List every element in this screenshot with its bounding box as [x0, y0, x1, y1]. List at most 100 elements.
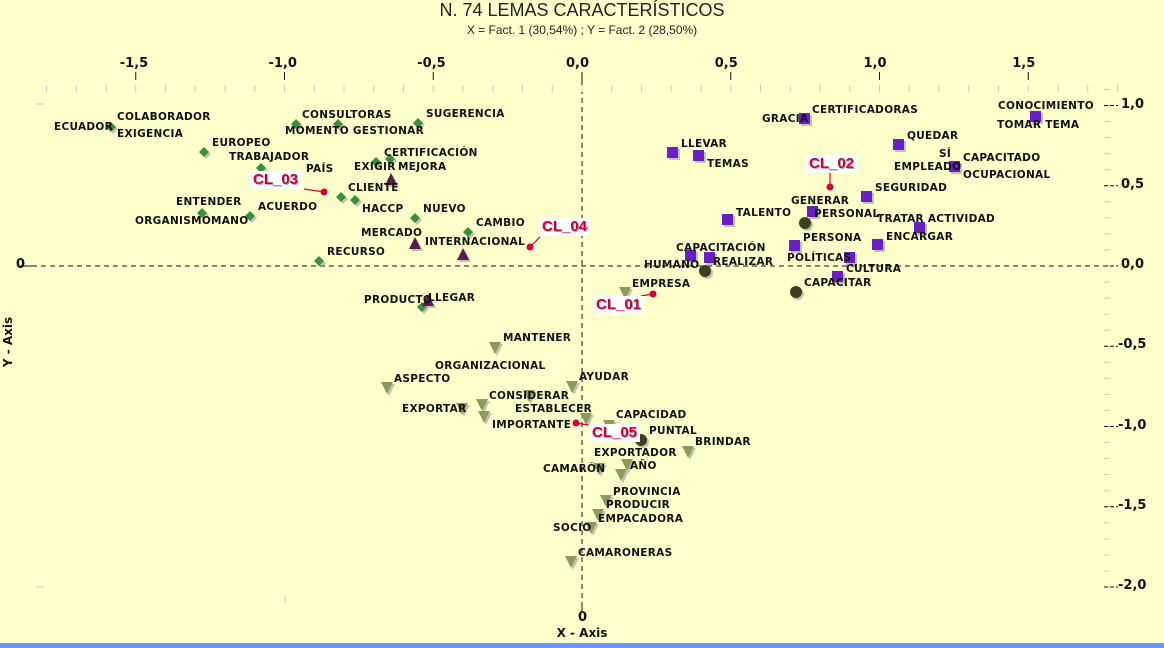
point-label: CONSULTORAS [302, 109, 392, 121]
square-marker [722, 214, 733, 225]
point-label: CLIENTE [348, 182, 399, 194]
triangle-down-marker [566, 381, 578, 393]
y-tick-label: 0,0 [1121, 257, 1145, 272]
centroid-dot [572, 419, 580, 427]
centroid-dot [649, 290, 657, 298]
diamond-marker [371, 157, 381, 167]
cluster-label-cl-01: CL_01 [593, 296, 645, 314]
x-tick-label: 1,5 [1012, 56, 1036, 71]
y-axis-label: Y - Axis [1, 316, 15, 368]
square-marker [704, 252, 715, 263]
point-label: ENTENDER [176, 196, 242, 208]
x-tick-label: 1,0 [863, 56, 887, 71]
point-label: CAMBIO [476, 217, 525, 229]
point-label: EMPACADORA [598, 513, 684, 525]
point-label: EXIGENCIA [117, 128, 184, 140]
point-label: POLÍTICAS [787, 252, 852, 264]
point-label: PRODUCTO [364, 294, 433, 306]
triangle-down-marker [600, 495, 612, 507]
point-label: MERCADO [361, 227, 423, 239]
triangle-down-marker [381, 382, 393, 394]
point-label: PERSONA [803, 232, 862, 244]
point-label: CERTIFICACIÓN [384, 147, 478, 159]
diamond-marker [314, 256, 324, 266]
point-label: MEJORA [398, 161, 447, 173]
square-marker [832, 271, 843, 282]
point-label: EXPORTAR [402, 403, 467, 415]
square-marker [799, 113, 810, 124]
y-tick-label: 1,0 [1121, 96, 1145, 112]
x-axis-label: X - Axis [556, 626, 608, 640]
point-label: CAPACITACIÓN [676, 242, 766, 254]
cluster-label-cl-03: CL_03 [250, 171, 302, 189]
square-marker [893, 139, 904, 150]
centroid-dot [320, 188, 328, 196]
x-tick-label: -0,5 [417, 56, 446, 71]
point-label: LLEGAR [428, 292, 476, 304]
point-label: HUMANO [644, 259, 700, 271]
point-label: SUGERENCIA [426, 108, 505, 120]
triangle-up-marker [422, 294, 434, 306]
point-label: AÑO [630, 460, 657, 472]
bottom-bar [0, 643, 1164, 648]
point-label: CAPACIDAD [616, 409, 687, 421]
x-tick-label: 0,0 [566, 56, 590, 71]
diamond-marker [385, 154, 395, 164]
point-label: CAMARONERAS [578, 547, 673, 559]
point-label: LLEVAR [681, 138, 727, 150]
x-tick-label: -1,0 [268, 56, 297, 71]
point-label: BRINDAR [695, 436, 751, 448]
point-label: SEGURIDAD [875, 182, 948, 194]
y-tick-label: -1,5 [1118, 497, 1147, 513]
point-label: TALENTO [736, 207, 792, 219]
point-label: NUEVO [423, 203, 466, 215]
triangle-down-marker [489, 342, 501, 354]
point-label: ENCARGAR [886, 231, 954, 243]
diamond-marker [256, 163, 266, 173]
triangle-down-marker [621, 459, 633, 471]
cluster-label-cl-05: CL_05 [589, 424, 641, 442]
diamond-marker [463, 227, 473, 237]
point-label: AYUDAR [579, 371, 629, 383]
diamond-marker [410, 213, 420, 223]
y-tick-label: 0,5 [1121, 176, 1145, 192]
square-marker [667, 147, 678, 158]
triangle-down-marker [592, 509, 604, 521]
point-label: ORGANISMO [135, 215, 212, 227]
triangle-down-marker [580, 413, 592, 425]
triangle-down-marker [478, 411, 490, 423]
point-label: MOMENTO GESTIONAR [285, 125, 424, 137]
point-label: RECURSO [327, 246, 386, 258]
square-marker [685, 250, 696, 261]
circle-marker [699, 265, 711, 277]
point-label: EXPORTADOR [594, 447, 677, 459]
point-label: CAPACITADO [963, 152, 1041, 164]
point-label: EXIGIR [354, 161, 396, 173]
y-tick-label: -2,0 [1118, 578, 1147, 593]
cluster-label-cl-04: CL_04 [539, 218, 591, 236]
point-label: COLABORADOR [117, 111, 211, 123]
diamond-marker [199, 147, 209, 157]
square-marker [1030, 111, 1041, 122]
centroid-dot [526, 243, 534, 251]
triangle-down-marker [619, 287, 631, 299]
diamond-marker [197, 208, 207, 218]
triangle-down-marker [585, 522, 597, 534]
point-label: PUNTAL [649, 425, 697, 437]
triangle-down-marker [476, 399, 488, 411]
square-marker [949, 161, 960, 172]
x-tick-label: 0,5 [714, 56, 738, 71]
point-label: CAMARÓN [543, 463, 606, 475]
triangle-up-marker [409, 237, 421, 249]
square-marker [789, 240, 800, 251]
circle-marker [799, 217, 811, 229]
x-zero-label: 0 [578, 610, 588, 625]
circle-marker [790, 286, 802, 298]
diamond-marker [333, 119, 343, 129]
point-label: CULTURA [846, 263, 902, 275]
triangle-down-marker [523, 390, 535, 402]
point-label: ECUADOR [54, 121, 114, 133]
point-label: PRODUCIR [606, 499, 671, 511]
point-label: EUROPEO [212, 137, 271, 149]
